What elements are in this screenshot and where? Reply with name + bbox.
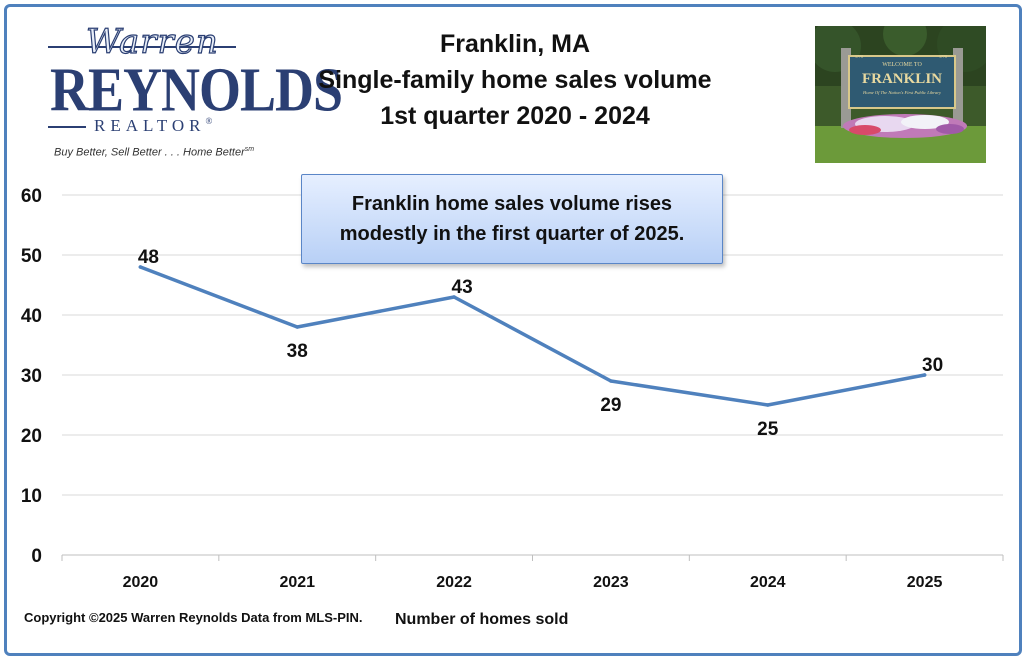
- title-line-3: 1st quarter 2020 - 2024: [380, 102, 650, 130]
- data-label-2024: 25: [757, 419, 779, 440]
- data-point-2023: [609, 379, 613, 383]
- data-label-2023: 29: [600, 395, 621, 416]
- y-tick-label-50: 50: [21, 246, 42, 267]
- svg-text:1778: 1778: [855, 54, 863, 59]
- x-tick-label-2022: 2022: [436, 574, 472, 591]
- chart-title: Franklin, MA Single-family home sales vo…: [300, 26, 730, 134]
- data-label-2020: 48: [138, 247, 159, 268]
- x-tick-label-2025: 2025: [907, 574, 943, 591]
- y-tick-label-10: 10: [21, 486, 42, 507]
- logo-subtitle: REALTOR®: [94, 116, 213, 135]
- series-caption: Number of homes sold: [395, 611, 569, 628]
- data-point-2022: [452, 295, 456, 299]
- data-point-2020: [138, 265, 143, 269]
- y-tick-label-40: 40: [21, 306, 42, 327]
- logo-tagline: Buy Better, Sell Better . . . Home Bette…: [54, 146, 255, 159]
- logo-script-name: Warren: [85, 21, 219, 62]
- series-line: [138, 265, 927, 407]
- sign-subtitle-text: Home Of The Nation's First Public Librar…: [862, 90, 941, 95]
- x-tick-label-2023: 2023: [593, 574, 629, 591]
- logo-rule-left: [48, 126, 86, 128]
- callout-box: Franklin home sales volume rises modestl…: [301, 174, 723, 264]
- sign-title-text: FRANKLIN: [862, 71, 942, 87]
- sign-top-text: WELCOME TO: [882, 62, 922, 68]
- title-line-2: Single-family home sales volume: [318, 66, 712, 94]
- franklin-sign-photo: WELCOME TO 1778 1778 FRANKLIN Home Of Th…: [815, 26, 986, 163]
- data-label-2025: 30: [922, 355, 943, 376]
- logo-name: REYNOLDS: [50, 55, 343, 125]
- y-tick-label-60: 60: [21, 186, 42, 207]
- warren-reynolds-logo: Warren REYNOLDS REALTOR® Buy Better, Sel…: [48, 20, 343, 159]
- data-point-2024: [765, 403, 770, 407]
- data-label-2021: 38: [287, 341, 308, 362]
- x-tick-label-2021: 2021: [279, 574, 315, 591]
- logo-rule-top: [48, 46, 236, 48]
- title-line-1: Franklin, MA: [439, 30, 590, 58]
- copyright-text: Copyright ©2025 Warren Reynolds Data fro…: [24, 610, 363, 625]
- data-point-2025: [922, 373, 927, 377]
- svg-text:1778: 1778: [939, 54, 947, 59]
- data-label-2022: 43: [452, 277, 473, 298]
- y-tick-label-20: 20: [21, 426, 42, 447]
- y-tick-label-0: 0: [31, 546, 42, 567]
- y-tick-label-30: 30: [21, 366, 42, 387]
- data-point-2021: [295, 325, 300, 329]
- x-tick-label-2020: 2020: [123, 574, 159, 591]
- x-tick-label-2024: 2024: [750, 574, 786, 591]
